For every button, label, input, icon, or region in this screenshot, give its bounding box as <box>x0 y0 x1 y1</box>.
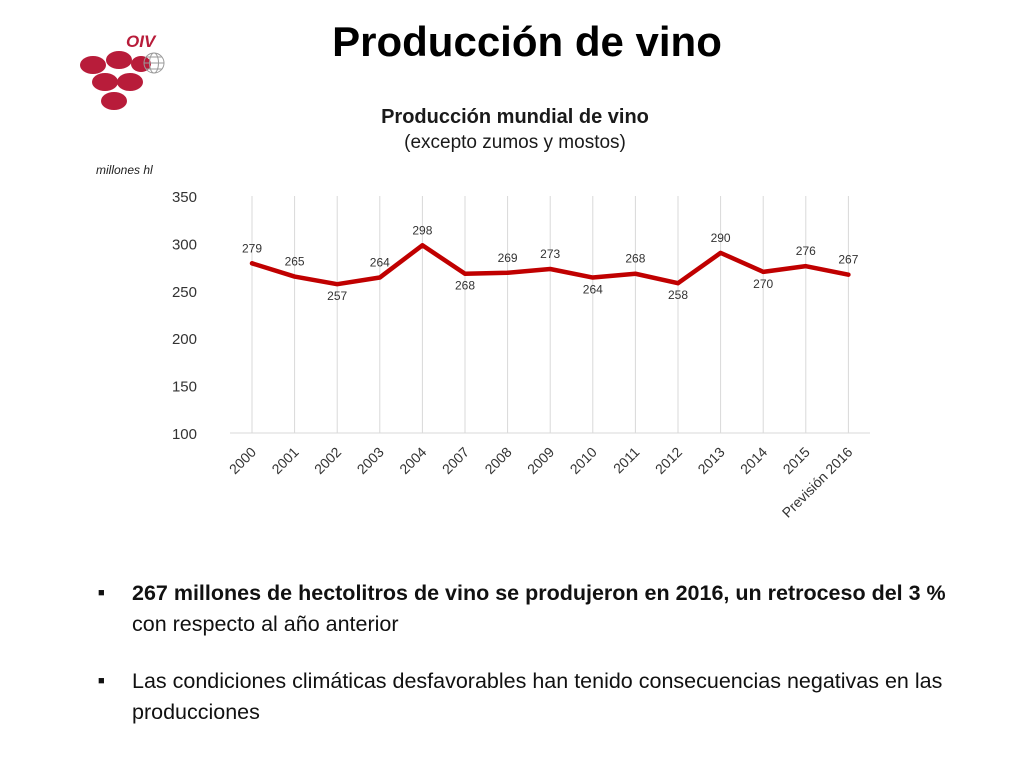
data-label: 267 <box>838 253 858 267</box>
axis-layer: 100 150 200 250 300 350 2000 2001 2002 2003 2004 20… <box>172 189 870 521</box>
bullet-text: Las condiciones climáticas desfavorables… <box>132 666 958 728</box>
y-axis-unit-label: millones hl <box>96 163 153 177</box>
data-point <box>676 281 680 286</box>
data-point <box>250 261 254 266</box>
bullet-normal-text: con respecto al año anterior <box>132 612 399 636</box>
data-point <box>633 271 638 276</box>
data-point <box>803 264 808 269</box>
x-tick-label: 2011 <box>610 444 643 477</box>
x-tick-label: 2015 <box>780 444 813 477</box>
x-tick-label: 2009 <box>524 444 557 477</box>
bullet-normal-text: Las condiciones climáticas desfavorables… <box>132 669 943 724</box>
bullet-item: ■ 267 millones de hectolitros de vino se… <box>98 578 958 640</box>
bullet-item: ■ Las condiciones climáticas desfavorabl… <box>98 666 958 728</box>
data-point <box>377 275 382 280</box>
data-label-layer: 279 265 257 264 298 268 269 273 264 268 258 290 270 2… <box>242 223 859 303</box>
bullet-list: ■ 267 millones de hectolitros de vino se… <box>98 578 958 754</box>
y-tick-label: 200 <box>172 331 197 348</box>
x-tick-label: 2013 <box>694 444 727 477</box>
data-point <box>335 282 340 287</box>
data-label: 273 <box>540 247 560 261</box>
y-tick-label: 300 <box>172 236 197 253</box>
chart-subtitle: (excepto zumos y mostos) <box>404 132 626 153</box>
chart-title: Producción mundial de vino <box>381 106 649 128</box>
bullet-marker: ■ <box>98 587 105 599</box>
x-tick-label: 2014 <box>737 444 770 477</box>
page-title: Producción de vino <box>332 18 722 65</box>
data-label: 276 <box>796 244 816 258</box>
data-label: 265 <box>285 255 305 269</box>
x-tick-label: 2004 <box>396 444 429 477</box>
data-label: 270 <box>753 277 773 291</box>
data-point <box>505 270 510 275</box>
data-label: 268 <box>625 252 645 266</box>
x-tick-label: 2007 <box>439 444 472 477</box>
data-label: 269 <box>498 251 518 265</box>
data-point <box>548 266 553 271</box>
line-chart: 100 150 200 250 300 350 2000 2001 2002 2003 2004 20… <box>172 189 870 521</box>
y-tick-label: 350 <box>172 189 197 206</box>
data-point <box>846 272 851 277</box>
data-label: 290 <box>711 231 731 245</box>
x-tick-label: 2001 <box>268 444 301 477</box>
series-layer <box>249 243 851 287</box>
x-tick-label: 2002 <box>311 444 344 477</box>
data-label: 298 <box>412 223 432 237</box>
bullet-bold-text: 267 millones de hectolitros de vino se p… <box>132 581 946 605</box>
data-label: 258 <box>668 288 688 302</box>
x-tick-label: 2003 <box>354 444 387 477</box>
oiv-logo: OIV <box>80 32 165 110</box>
data-label: 264 <box>370 256 390 270</box>
data-label: 268 <box>455 279 475 293</box>
data-label: 257 <box>327 289 347 303</box>
globe-icon <box>143 52 165 74</box>
data-point <box>590 275 595 280</box>
x-tick-label: 2000 <box>226 444 259 477</box>
data-label: 264 <box>583 283 603 297</box>
grid-layer <box>251 196 849 433</box>
x-tick-label: 2012 <box>652 444 685 477</box>
data-point <box>420 243 425 248</box>
data-point <box>718 250 723 255</box>
y-tick-label: 100 <box>172 426 197 443</box>
bullet-text: 267 millones de hectolitros de vino se p… <box>132 578 958 640</box>
grape-cluster-icon <box>80 51 151 110</box>
data-point <box>463 271 467 276</box>
logo-text: OIV <box>126 32 157 51</box>
bullet-marker: ■ <box>98 675 105 687</box>
y-tick-label: 250 <box>172 284 197 301</box>
data-point <box>292 274 297 279</box>
data-point <box>761 269 766 274</box>
data-label: 279 <box>242 241 262 255</box>
x-tick-label: 2010 <box>567 444 600 477</box>
y-tick-label: 150 <box>172 379 197 396</box>
x-tick-label: 2008 <box>481 444 514 477</box>
